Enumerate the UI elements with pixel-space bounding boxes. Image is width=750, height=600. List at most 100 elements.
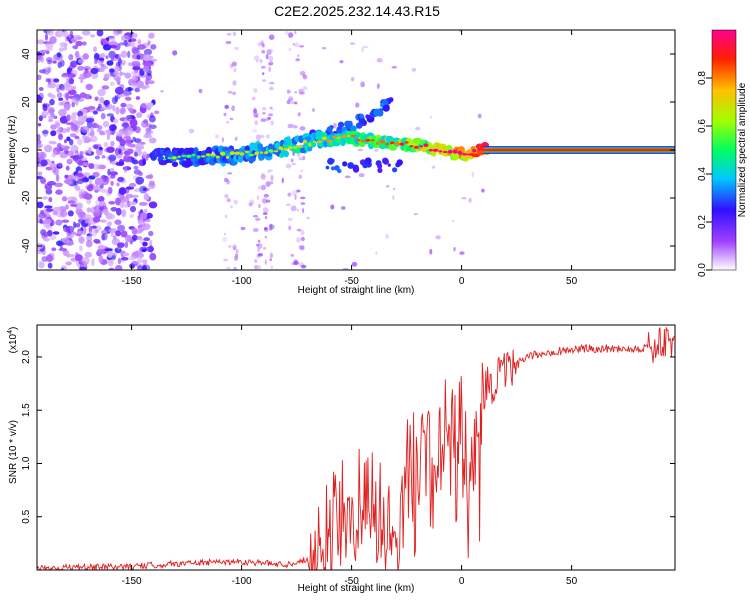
speckle (254, 120, 258, 126)
noise-blob (148, 80, 155, 85)
noise-blob (69, 114, 77, 121)
speckle (258, 185, 261, 191)
noise-blob (143, 192, 150, 201)
noise-blob (47, 59, 53, 65)
noise-blob (148, 32, 155, 39)
ridge-under-blob (364, 157, 372, 165)
noise-blob (116, 30, 123, 35)
noise-blob (37, 201, 44, 209)
speckle (252, 129, 258, 133)
speckle (355, 102, 360, 108)
speckle (270, 174, 274, 181)
noise-blob (63, 103, 71, 111)
noise-blob (99, 219, 107, 223)
speckle (452, 220, 455, 223)
noise-blob (110, 53, 115, 62)
ridge-blob (205, 146, 213, 155)
noise-blob (131, 82, 138, 88)
ridge-core (162, 158, 167, 161)
noise-blob (86, 207, 92, 213)
noise-blob (99, 200, 106, 207)
noise-blob (143, 48, 153, 56)
speckle (332, 122, 337, 129)
speckle (257, 253, 263, 257)
speckle (392, 195, 395, 200)
noise-blob (39, 218, 43, 224)
noise-blob (149, 115, 156, 123)
x-tick-label: -100 (232, 276, 252, 287)
speckle (288, 47, 292, 52)
ridge-core (167, 157, 172, 160)
noise-blob (42, 129, 49, 135)
ridge-core (461, 153, 468, 156)
noise-blob (77, 58, 85, 64)
speckle (256, 195, 259, 200)
speckle (264, 227, 268, 231)
noise-blob (85, 240, 93, 248)
branch-blob (355, 122, 363, 129)
noise-blob (110, 207, 118, 212)
noise-blob (110, 231, 115, 238)
noise-blob (119, 138, 126, 147)
speckle (288, 32, 294, 38)
noise-blob (131, 60, 141, 66)
noise-blob (51, 160, 55, 164)
noise-blob (121, 122, 130, 128)
ridge-blob (283, 150, 289, 158)
speckle (260, 174, 267, 180)
noise-blob (47, 30, 54, 36)
noise-blob (120, 102, 127, 108)
x-tick-label: -50 (344, 576, 359, 587)
speckle (302, 208, 305, 214)
noise-blob (109, 171, 119, 176)
speckle (268, 113, 273, 117)
noise-blob (135, 96, 141, 100)
speckle (342, 267, 349, 270)
noise-blob (71, 102, 75, 108)
noise-blob (133, 165, 139, 170)
speckle (344, 175, 351, 179)
speckle (350, 77, 355, 82)
speckle (232, 91, 237, 96)
noise-blob (142, 221, 146, 228)
noise-blob (77, 160, 84, 166)
speckle (264, 236, 268, 239)
speckle (330, 204, 335, 210)
speckle (154, 110, 160, 115)
ridge-core (177, 155, 181, 158)
noise-blob (107, 221, 112, 227)
noise-blob (144, 61, 152, 67)
noise-blob (74, 50, 80, 58)
ridge-core (423, 143, 429, 147)
speckle (260, 184, 266, 191)
speckle (300, 169, 303, 172)
noise-blob (132, 65, 141, 71)
noise-blob (107, 259, 114, 267)
speckle (248, 202, 253, 207)
noise-blob (102, 208, 109, 214)
noise-blob (90, 67, 99, 75)
ridge-under-blob (387, 163, 391, 167)
noise-blob (97, 89, 106, 97)
noise-blob (120, 50, 128, 58)
noise-blob (80, 79, 84, 84)
noise-blob (77, 218, 85, 224)
noise-blob (68, 54, 74, 61)
noise-blob (42, 218, 52, 225)
ridge-core (171, 156, 177, 160)
speckle (292, 43, 295, 46)
noise-blob (45, 78, 50, 82)
noise-blob (47, 92, 53, 97)
speckle (293, 260, 299, 265)
speckle (249, 199, 255, 205)
ridge-core (288, 145, 293, 150)
speckle (288, 225, 292, 231)
noise-blob (58, 248, 68, 252)
noise-blob (64, 139, 67, 144)
ridge-under-blob (327, 157, 335, 165)
speckle (232, 244, 237, 251)
noise-blob (90, 34, 95, 38)
noise-blob (56, 142, 62, 149)
noise-blob (66, 136, 71, 142)
speckle (227, 245, 232, 248)
